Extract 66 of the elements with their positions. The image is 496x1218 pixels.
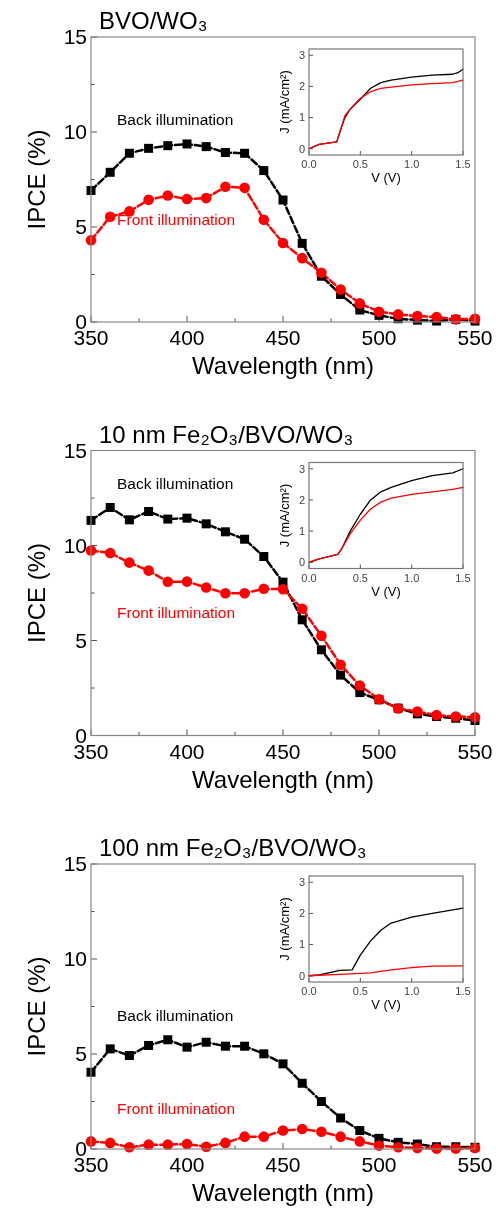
y-tick-label: 1 [298, 111, 305, 124]
x-tick-label: 0.0 [301, 985, 317, 997]
x-tick-label: 400 [169, 1153, 205, 1176]
x-tick-label: 550 [457, 739, 493, 763]
chart-title: BVO/WO₃ [99, 7, 208, 34]
x-tick-label: 450 [265, 1153, 301, 1176]
x-tick-label: 0.5 [352, 158, 368, 170]
x-tick-label: 450 [265, 739, 301, 763]
y-axis-title: IPCE (%) [23, 129, 50, 230]
y-tick-label: 1 [298, 524, 305, 537]
y-tick-label: 2 [298, 907, 305, 920]
y-tick-label: 2 [298, 493, 305, 506]
x-tick-label: 1.5 [455, 985, 471, 997]
x-axis-title: V (V) [371, 170, 401, 185]
y-tick-label: 2 [298, 80, 305, 93]
series-label: Front illumination [117, 603, 236, 621]
y-tick-label: 10 [63, 120, 87, 144]
y-tick-label: 3 [298, 49, 305, 62]
x-tick-label: 500 [361, 1153, 397, 1176]
y-axis-title: J (mA/cm²) [277, 70, 292, 134]
x-tick-label: 1.5 [455, 571, 471, 584]
y-tick-label: 10 [63, 533, 87, 557]
series-label: Back illumination [117, 110, 234, 128]
y-tick-label: 15 [63, 25, 87, 49]
y-tick-label: 0 [298, 142, 305, 155]
y-tick-label: 15 [63, 852, 87, 876]
chart-title: 100 nm Fe₂O₃/BVO/WO₃ [99, 834, 367, 861]
x-axis-title: V (V) [371, 583, 401, 599]
x-axis-title: Wavelength (nm) [192, 1179, 374, 1206]
y-tick-label: 5 [75, 628, 87, 652]
x-tick-label: 550 [457, 1153, 493, 1176]
x-tick-label: 0.0 [301, 158, 317, 170]
y-tick-label: 15 [63, 438, 87, 462]
x-tick-label: 400 [169, 739, 205, 763]
x-axis-title: V (V) [371, 997, 401, 1012]
y-tick-label: 3 [298, 876, 305, 889]
y-tick-label: 10 [63, 947, 87, 971]
x-tick-label: 1.5 [455, 158, 471, 170]
x-tick-label: 550 [457, 326, 493, 349]
y-tick-label: 0 [298, 556, 305, 569]
y-tick-label: 5 [75, 215, 87, 239]
x-tick-label: 0.0 [301, 571, 317, 584]
y-tick-label: 1 [298, 938, 305, 951]
x-tick-label: 450 [265, 326, 301, 349]
x-tick-label: 0.5 [352, 571, 368, 584]
x-tick-label: 1.0 [404, 158, 420, 170]
series-label: Back illumination [117, 474, 234, 492]
y-axis-title: J (mA/cm²) [277, 897, 292, 961]
y-axis-title: IPCE (%) [23, 956, 50, 1057]
x-tick-label: 400 [169, 326, 205, 349]
x-axis-title: Wavelength (nm) [192, 765, 374, 793]
chart-title: 10 nm Fe₂O₃/BVO/WO₃ [99, 420, 354, 448]
x-tick-label: 1.0 [404, 985, 420, 997]
series-label: Front illumination [117, 1099, 236, 1117]
series-label: Front illumination [117, 210, 236, 228]
y-tick-label: 5 [75, 1042, 87, 1066]
x-tick-label: 500 [361, 326, 397, 349]
y-tick-label: 0 [298, 969, 305, 982]
x-tick-label: 1.0 [404, 571, 420, 584]
x-tick-label: 500 [361, 739, 397, 763]
series-label: Back illumination [117, 1006, 234, 1024]
y-axis-title: J (mA/cm²) [277, 483, 292, 548]
x-tick-label: 0.5 [352, 985, 368, 997]
y-axis-title: IPCE (%) [23, 542, 50, 644]
y-tick-label: 3 [298, 462, 305, 475]
x-axis-title: Wavelength (nm) [192, 352, 374, 379]
